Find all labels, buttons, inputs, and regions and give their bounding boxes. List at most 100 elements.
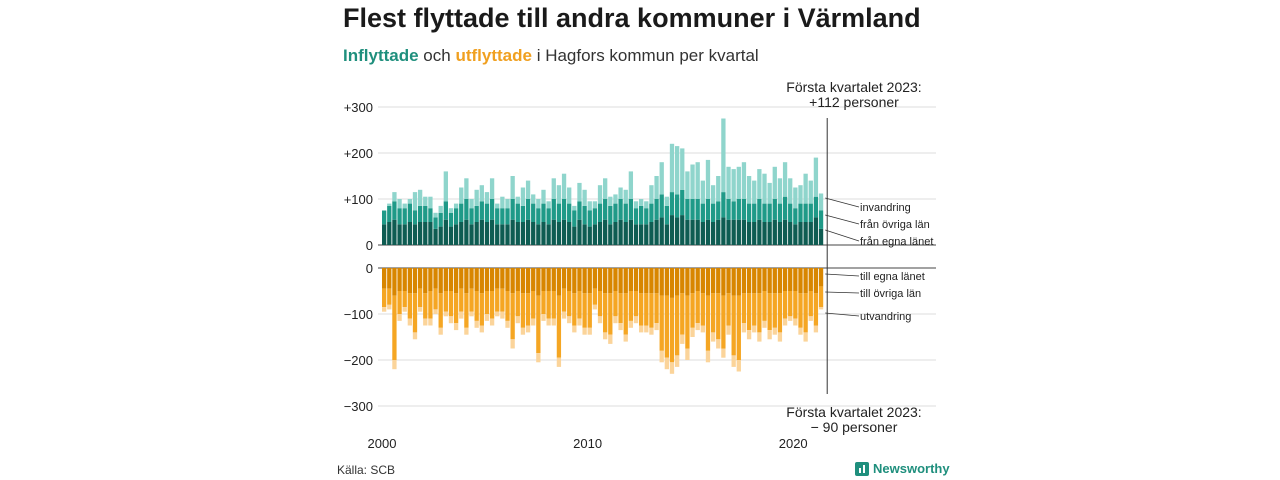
- outflow-bar-ovriga-lan: [495, 288, 500, 312]
- inflow-bar-invandring: [788, 178, 793, 204]
- outflow-bar-egna-lanet: [433, 268, 438, 289]
- brand-name: Newsworthy: [873, 461, 950, 476]
- outflow-bar-ovriga-lan: [479, 293, 484, 326]
- outflow-bar-utvandring: [741, 323, 747, 333]
- inflow-bar-invandring: [659, 162, 664, 195]
- outflow-bar-ovriga-lan: [710, 293, 716, 333]
- outflow-bar-egna-lanet: [788, 268, 793, 291]
- inflow-bar-ovriga-lan: [633, 208, 639, 225]
- inflow-bar-ovriga-lan: [489, 199, 495, 220]
- outflow-bar-ovriga-lan: [592, 288, 598, 305]
- outflow-bar-utvandring: [798, 327, 803, 335]
- top-y-tick-label: +200: [344, 146, 373, 161]
- inflow-bar-egna-lanet: [639, 224, 644, 245]
- outflow-bar-egna-lanet: [505, 268, 510, 291]
- brand-logo[interactable]: Newsworthy: [855, 461, 950, 476]
- outflow-bar-ovriga-lan: [546, 291, 551, 319]
- outflow-bar-utvandring: [644, 325, 649, 333]
- inflow-bar-egna-lanet: [582, 224, 587, 245]
- top-legend-leader: [825, 214, 860, 225]
- inflow-bar-ovriga-lan: [757, 199, 762, 220]
- outflow-bar-utvandring: [597, 316, 603, 324]
- inflow-bar-invandring: [392, 192, 397, 202]
- outflow-bar-ovriga-lan: [818, 286, 824, 308]
- outflow-bar-egna-lanet: [752, 268, 757, 294]
- bar-chart-icon: [855, 461, 869, 476]
- inflow-bar-invandring: [808, 180, 813, 204]
- inflow-bar-ovriga-lan: [495, 208, 500, 225]
- inflow-bar-ovriga-lan: [546, 208, 551, 225]
- outflow-bar-ovriga-lan: [721, 295, 726, 349]
- inflow-bar-invandring: [803, 173, 808, 204]
- outflow-bar-egna-lanet: [757, 268, 762, 294]
- bottom-legend-label: till egna länet: [860, 271, 925, 283]
- inflow-bar-egna-lanet: [397, 224, 402, 245]
- inflow-bar-ovriga-lan: [572, 210, 577, 227]
- outflow-bar-egna-lanet: [510, 268, 515, 294]
- bottom-legend-leader: [825, 312, 860, 317]
- inflow-bar-invandring: [597, 185, 603, 204]
- inflow-bar-ovriga-lan: [700, 203, 705, 222]
- inflow-bar-egna-lanet: [746, 222, 752, 245]
- outflow-bar-ovriga-lan: [412, 293, 418, 333]
- outflow-bar-egna-lanet: [716, 268, 721, 294]
- inflow-bar-invandring: [443, 171, 448, 202]
- outflow-bar-ovriga-lan: [628, 291, 634, 321]
- inflow-bar-egna-lanet: [741, 219, 747, 245]
- outflow-bar-ovriga-lan: [669, 297, 675, 363]
- inflow-bar-invandring: [690, 164, 695, 199]
- inflow-bar-egna-lanet: [572, 226, 577, 245]
- outflow-bar-utvandring: [515, 316, 520, 324]
- inflow-bar-egna-lanet: [685, 219, 690, 245]
- outflow-bar-egna-lanet: [798, 268, 803, 294]
- outflow-bar-egna-lanet: [793, 268, 798, 291]
- outflow-bar-utvandring: [680, 334, 685, 344]
- outflow-bar-utvandring: [392, 360, 397, 370]
- inflow-bar-invandring: [433, 212, 438, 218]
- outflow-bar-ovriga-lan: [633, 291, 639, 317]
- outflow-bar-egna-lanet: [382, 268, 387, 289]
- outflow-bar-utvandring: [777, 332, 783, 342]
- outflow-bar-ovriga-lan: [700, 293, 705, 326]
- outflow-bar-utvandring: [813, 325, 819, 333]
- inflow-bar-invandring: [649, 185, 654, 204]
- inflow-bar-invandring: [705, 159, 711, 199]
- outflow-bar-egna-lanet: [536, 268, 541, 296]
- outflow-bar-utvandring: [793, 318, 798, 326]
- inflow-bar-egna-lanet: [484, 222, 490, 245]
- inflow-bar-ovriga-lan: [469, 208, 474, 225]
- inflow-bar-egna-lanet: [505, 224, 510, 245]
- inflow-bar-ovriga-lan: [603, 199, 608, 220]
- inflow-bar-egna-lanet: [767, 222, 772, 245]
- inflow-bar-egna-lanet: [500, 224, 505, 245]
- inflow-bar-egna-lanet: [587, 226, 592, 245]
- outflow-bar-ovriga-lan: [402, 291, 407, 308]
- outflow-bar-utvandring: [752, 325, 757, 333]
- outflow-bar-ovriga-lan: [525, 293, 531, 326]
- inflow-bar-invandring: [700, 180, 705, 204]
- inflow-bar-invandring: [520, 187, 526, 206]
- inflow-bar-ovriga-lan: [649, 203, 654, 222]
- outflow-bar-egna-lanet: [448, 268, 454, 291]
- outflow-bar-egna-lanet: [813, 268, 819, 294]
- inflow-bar-ovriga-lan: [618, 199, 623, 220]
- outflow-bar-ovriga-lan: [659, 295, 664, 351]
- bottom-legend-leader: [825, 291, 860, 294]
- inflow-bar-egna-lanet: [412, 224, 418, 245]
- inflow-bar-ovriga-lan: [746, 203, 752, 222]
- inflow-bar-ovriga-lan: [813, 196, 819, 218]
- outflow-bar-ovriga-lan: [690, 293, 695, 328]
- outflow-bar-egna-lanet: [680, 268, 685, 294]
- inflow-bar-egna-lanet: [525, 219, 531, 245]
- outflow-bar-egna-lanet: [639, 268, 644, 294]
- outflow-bar-utvandring: [695, 323, 700, 331]
- inflow-bar-egna-lanet: [551, 219, 556, 245]
- inflow-bar-egna-lanet: [798, 222, 803, 245]
- inflow-bar-egna-lanet: [633, 224, 639, 245]
- outflow-bar-ovriga-lan: [618, 293, 623, 324]
- outflow-bar-ovriga-lan: [484, 291, 490, 314]
- outflow-bar-utvandring: [556, 357, 562, 367]
- inflow-bar-invandring: [459, 187, 464, 204]
- outflow-bar-ovriga-lan: [387, 288, 392, 305]
- inflow-bar-egna-lanet: [726, 219, 731, 245]
